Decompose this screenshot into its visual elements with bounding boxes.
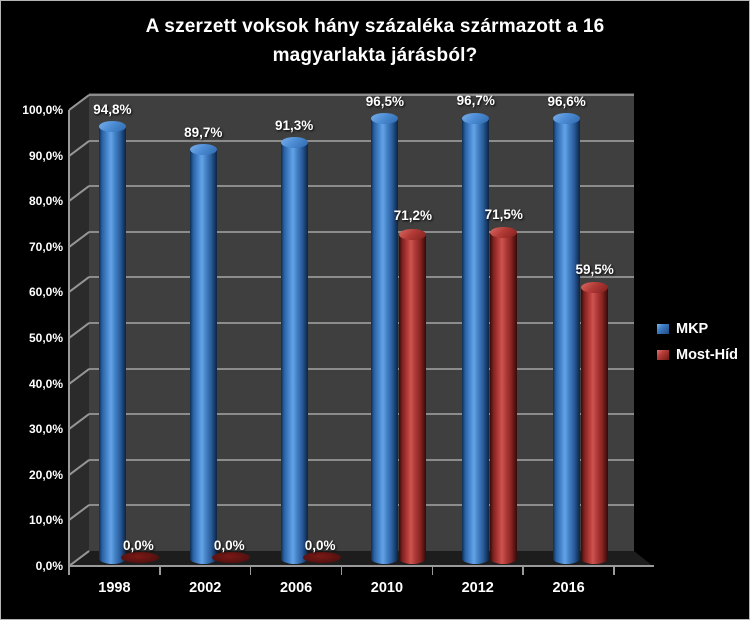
chart-title-line1: A szerzett voksok hány százaléka származ…	[145, 16, 605, 37]
mkp-bar	[462, 118, 490, 565]
x-axis-tick	[159, 566, 161, 575]
x-axis-tick	[431, 566, 434, 575]
most-hid-bar	[581, 287, 609, 565]
y-axis-label: 80,0%	[28, 194, 63, 209]
x-axis-category-label: 2012	[461, 580, 494, 596]
most-hid-value-label: 59,5%	[575, 261, 614, 277]
most-hid-value-label: 0,0%	[213, 538, 245, 553]
gridline-50	[89, 322, 634, 324]
gridline-80	[89, 185, 634, 188]
mkp-bar	[98, 126, 126, 565]
most-hid-zero-marker	[303, 552, 342, 563]
most-hid-series-marker-icon	[657, 350, 669, 360]
x-axis-tick	[340, 566, 343, 575]
mkp-bar-top	[189, 144, 217, 156]
most-hid-zero-marker	[212, 552, 251, 563]
gridline-20	[89, 458, 634, 461]
legend-label-most-hid: Most-Híd	[676, 347, 739, 363]
chart-title: A szerzett voksok hány százaléka származ…	[1, 12, 749, 70]
x-axis-tick	[249, 566, 252, 575]
mkp-bar	[280, 142, 308, 565]
gridline-90	[89, 139, 634, 142]
mkp-value-label: 96,7%	[456, 93, 495, 109]
mkp-bar	[553, 118, 581, 565]
gridline-40	[89, 367, 634, 370]
y-axis-label: 0,0%	[35, 559, 63, 573]
x-axis-tick	[68, 566, 70, 575]
legend-item-mkp: MKP	[657, 321, 738, 337]
y-axis-label: 50,0%	[28, 331, 63, 345]
mkp-bar-top	[371, 113, 399, 125]
y-axis-label: 100,0%	[22, 103, 63, 117]
chart-title-line2: magyarlakta járásból?	[272, 45, 478, 66]
x-axis-category-label: 2002	[189, 580, 222, 596]
most-hid-bar-top	[490, 227, 518, 239]
x-axis-category-label: 2006	[279, 580, 313, 596]
legend: MKP Most-Híd	[657, 321, 738, 363]
gridline-10	[89, 504, 634, 507]
most-hid-value-label: 0,0%	[304, 538, 336, 553]
x-axis-category-label: 2016	[552, 580, 585, 596]
mkp-bar-top	[280, 137, 308, 149]
mkp-value-label: 96,6%	[547, 93, 586, 109]
y-axis-label: 10,0%	[28, 513, 63, 528]
mkp-value-label: 91,3%	[274, 117, 314, 133]
gridline-100	[89, 94, 634, 96]
most-hid-bar	[490, 232, 518, 565]
mkp-value-label: 96,5%	[365, 93, 405, 109]
y-axis-label: 60,0%	[28, 285, 63, 300]
x-axis-category-label: 2010	[370, 580, 404, 596]
most-hid-bar-top	[581, 282, 609, 294]
x-axis-line	[69, 565, 654, 567]
mkp-bar-top	[553, 113, 581, 124]
most-hid-zero-marker	[121, 552, 160, 563]
mkp-series-marker-icon	[657, 324, 669, 334]
x-axis-tick	[613, 566, 615, 575]
x-axis-tick	[522, 566, 524, 575]
legend-item-most-hid: Most-Híd	[657, 347, 738, 363]
most-hid-bar-top	[399, 228, 427, 240]
most-hid-bar	[399, 234, 427, 565]
most-hid-value-label: 71,2%	[393, 208, 433, 224]
mkp-bar-top	[462, 112, 490, 124]
y-axis-label: 90,0%	[28, 148, 63, 163]
gridline-70	[89, 230, 634, 233]
y-axis-label: 70,0%	[28, 239, 63, 254]
gridline-60	[89, 276, 634, 279]
y-axis-label: 30,0%	[28, 422, 63, 437]
mkp-value-label: 94,8%	[93, 101, 132, 117]
most-hid-value-label: 0,0%	[123, 538, 154, 553]
gridline-30	[89, 413, 634, 416]
y-axis-label: 40,0%	[28, 376, 63, 391]
mkp-value-label: 89,7%	[184, 124, 223, 140]
x-axis-category-label: 1998	[98, 580, 131, 596]
mkp-bar	[371, 118, 399, 565]
mkp-bar	[189, 149, 217, 565]
mkp-bar-top	[98, 121, 126, 133]
legend-label-mkp: MKP	[676, 321, 709, 337]
y-axis-line	[68, 110, 70, 566]
most-hid-value-label: 71,5%	[484, 206, 523, 222]
y-axis-label: 20,0%	[28, 467, 63, 482]
